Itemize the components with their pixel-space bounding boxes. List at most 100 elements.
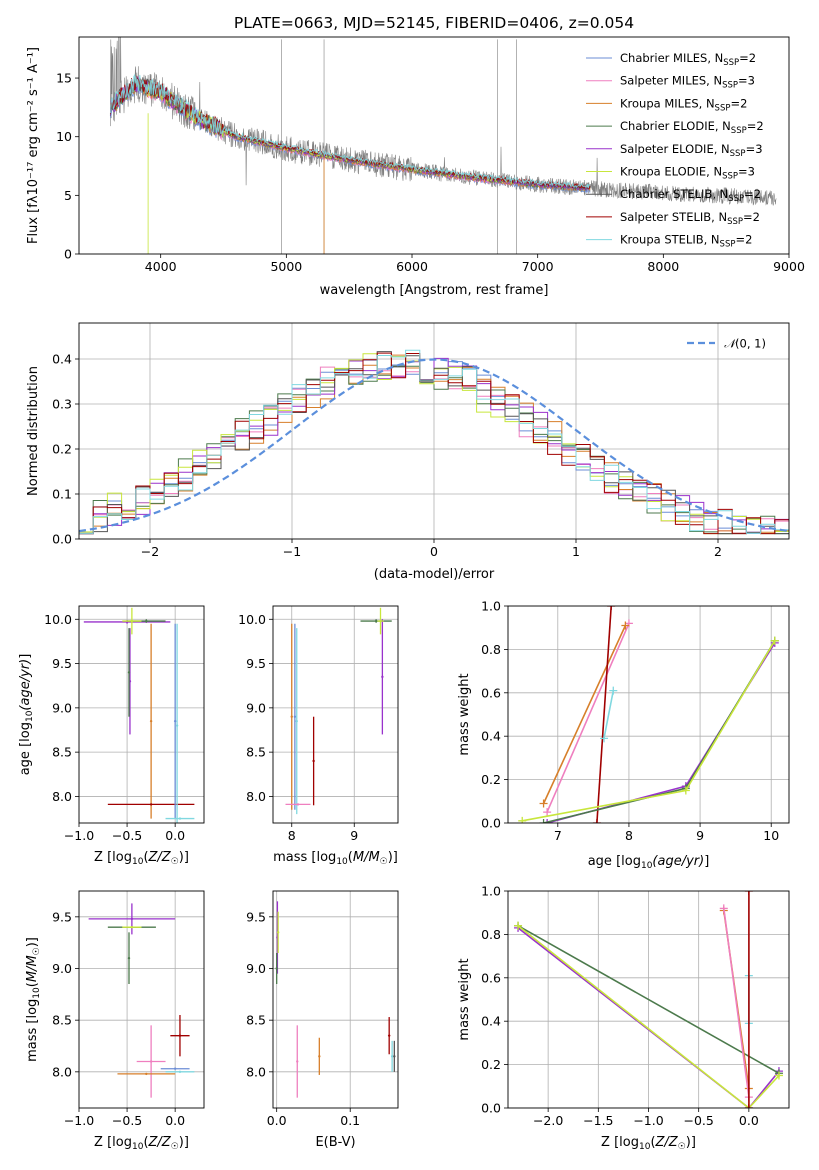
legend-entry: 𝒩(0, 1) (724, 337, 766, 351)
x-tick-label: −1.0 (64, 828, 94, 843)
plus-marker (539, 819, 548, 823)
legend-entry: Chabrier ELODIE, NSSP=2 (620, 119, 764, 136)
y-tick-label: 9.0 (246, 961, 266, 976)
model-line-kroupa-stelib (109, 73, 591, 189)
x-tick-label: −2 (141, 544, 159, 559)
y-tick-label: 8.5 (246, 1013, 266, 1028)
figure-title: PLATE=0663, MJD=52145, FIBERID=0406, z=0… (234, 14, 634, 32)
axes-frame (507, 605, 790, 824)
series-line (517, 925, 780, 1108)
y-tick-label: 0.6 (481, 970, 501, 985)
spectrum-y-label: Flux [fλ10⁻¹⁷ erg cm⁻² s⁻¹ A⁻¹] (26, 47, 41, 244)
y-tick-label: 0.0 (52, 532, 72, 547)
y-axis-label: mass [log10(M/M☉)] (25, 937, 42, 1062)
y-tick-label: 9.5 (246, 909, 266, 924)
mass-weight-vs-z-axes: −2.0 −1.5 −1.0 −0.5 0.0 0.0 0.2 0.4 0.6 0.8 1.0 Z [… (457, 884, 790, 1152)
series-line (603, 690, 615, 739)
y-tick-label: 15 (56, 71, 72, 86)
axes-frame (272, 605, 399, 824)
model-line-salpeter-stelib (109, 75, 591, 190)
histogram-chabrier-elodie (79, 365, 789, 535)
x-tick-label: −1.0 (64, 1113, 94, 1128)
x-axis-label: Z [log10(Z/Z☉)] (94, 1135, 189, 1152)
x-tick-label: 0 (430, 544, 438, 559)
legend-entry: Kroupa ELODIE, NSSP=3 (620, 165, 755, 182)
x-tick-label: −0.5 (112, 828, 142, 843)
axes-frame (507, 890, 790, 1109)
series-line (522, 640, 776, 822)
y-tick-label: 0.4 (481, 1014, 501, 1029)
y-tick-label: 5 (64, 188, 72, 203)
mass-vs-z-axes-plot (79, 891, 204, 1108)
x-axis-label: Z [log10(Z/Z☉)] (601, 1135, 696, 1152)
data-point (276, 931, 280, 934)
legend-entry: Salpeter MILES, NSSP=3 (620, 74, 755, 91)
data-point (178, 817, 182, 820)
normal-curve (79, 358, 789, 533)
data-point (275, 967, 278, 970)
y-tick-label: 9.5 (246, 656, 266, 671)
y-axis-label: mass weight (457, 958, 472, 1040)
model-line-salpeter-miles (147, 84, 513, 186)
x-tick-label: −1 (283, 544, 301, 559)
residual-x-label: (data-model)/error (374, 567, 495, 582)
age-vs-mass-axes-plot (273, 606, 398, 823)
y-tick-label: 9.0 (52, 700, 72, 715)
residual-axes: −2 −1 0 1 2 0.0 0.1 0.2 0.3 0.4 𝒩(0, 1) (data-model… (26, 322, 790, 582)
y-tick-label: 0.2 (481, 772, 501, 787)
spectrum-axes: 4000 5000 6000 7000 8000 9000 0 5 10 15 wavelength… (26, 36, 805, 298)
x-tick-label: 7 (554, 828, 562, 843)
axes-frame (272, 890, 399, 1109)
x-tick-label: 9 (696, 828, 704, 843)
x-axis-label: age [log10(age/yr)] (588, 854, 710, 871)
age-vs-z-axes: −1.0 −0.5 0.0 8.0 8.5 9.0 9.5 10.0 Z [log10(Z/Z☉… (18, 605, 205, 867)
y-tick-label: 0.4 (52, 352, 72, 367)
x-tick-label: 6000 (396, 259, 428, 274)
plus-marker (539, 799, 548, 808)
mass-vs-ebv-axes-plot (273, 891, 398, 1108)
data-point (127, 671, 131, 674)
legend-entry: Chabrier MILES, NSSP=2 (620, 51, 756, 68)
y-tick-label: 10.0 (44, 612, 72, 627)
y-tick-label: 1.0 (481, 884, 501, 899)
y-tick-label: 8.5 (52, 745, 72, 760)
age-vs-mass-axes: 8 9 8.0 8.5 9.0 9.5 10.0 mass [log10(M/M☉)] (238, 605, 399, 867)
data-point (130, 917, 134, 921)
y-tick-label: 8.5 (246, 745, 266, 760)
axes-frame (78, 605, 205, 824)
y-tick-label: 9.5 (52, 656, 72, 671)
series-line (517, 925, 780, 1074)
plus-marker (543, 808, 552, 817)
data-point (296, 1060, 299, 1063)
y-tick-label: 8.0 (246, 789, 266, 804)
x-tick-label: 10 (763, 828, 779, 843)
y-tick-label: 9.0 (52, 961, 72, 976)
x-tick-label: −1.0 (633, 1113, 663, 1128)
data-point (178, 1070, 182, 1074)
y-tick-label: 1.0 (481, 599, 501, 614)
data-point (379, 619, 382, 623)
y-tick-label: 10.0 (238, 612, 266, 627)
legend-entry: Kroupa STELIB, NSSP=2 (620, 233, 752, 250)
plus-marker (719, 904, 728, 913)
axes-frame (78, 36, 790, 255)
legend-entry: Kroupa MILES, NSSP=2 (620, 96, 747, 113)
y-tick-label: 0.4 (481, 729, 501, 744)
histogram-salpeter-stelib (79, 352, 789, 535)
y-tick-label: 0.8 (481, 642, 501, 657)
y-tick-label: 0.2 (481, 1057, 501, 1072)
y-tick-label: 8.0 (52, 1064, 72, 1079)
series-line (596, 606, 612, 823)
data-point (390, 1055, 394, 1058)
x-tick-label: 5000 (270, 259, 302, 274)
data-point (312, 759, 315, 763)
data-point (381, 675, 384, 679)
legend-entry: Salpeter STELIB, NSSP=2 (620, 210, 760, 227)
plus-marker (514, 921, 523, 930)
x-axis-label: mass [log10(M/M☉)] (273, 850, 398, 867)
y-tick-label: 0.6 (481, 685, 501, 700)
x-tick-label: 2 (714, 544, 722, 559)
mass-weight-vs-z-axes-plot (508, 891, 789, 1108)
x-tick-label: 8000 (647, 259, 679, 274)
